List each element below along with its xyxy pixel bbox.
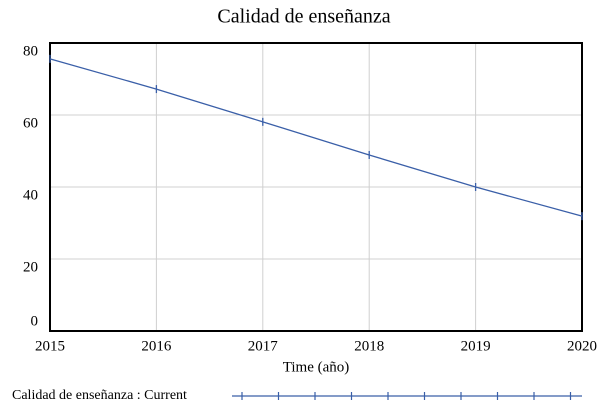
x-axis-label: Time (año) [283,359,350,375]
x-tick-label: 2019 [461,338,491,354]
series-line [49,58,583,217]
x-tick-label: 2020 [567,338,597,354]
y-tick-label: 40 [23,187,38,203]
x-tick-label: 2017 [248,338,279,354]
y-tick-label: 60 [23,115,38,131]
y-tick-label: 20 [23,259,38,275]
y-tick-label: 80 [23,43,38,59]
plot-frame [49,42,583,332]
x-tick-label: 2018 [354,338,384,354]
x-tick-label: 2016 [141,338,172,354]
chart-title: Calidad de enseñanza [217,6,390,28]
x-tick-label: 2015 [35,338,65,354]
legend-label: Calidad de enseñanza : Current [12,388,187,403]
y-tick-label: 0 [31,313,39,329]
